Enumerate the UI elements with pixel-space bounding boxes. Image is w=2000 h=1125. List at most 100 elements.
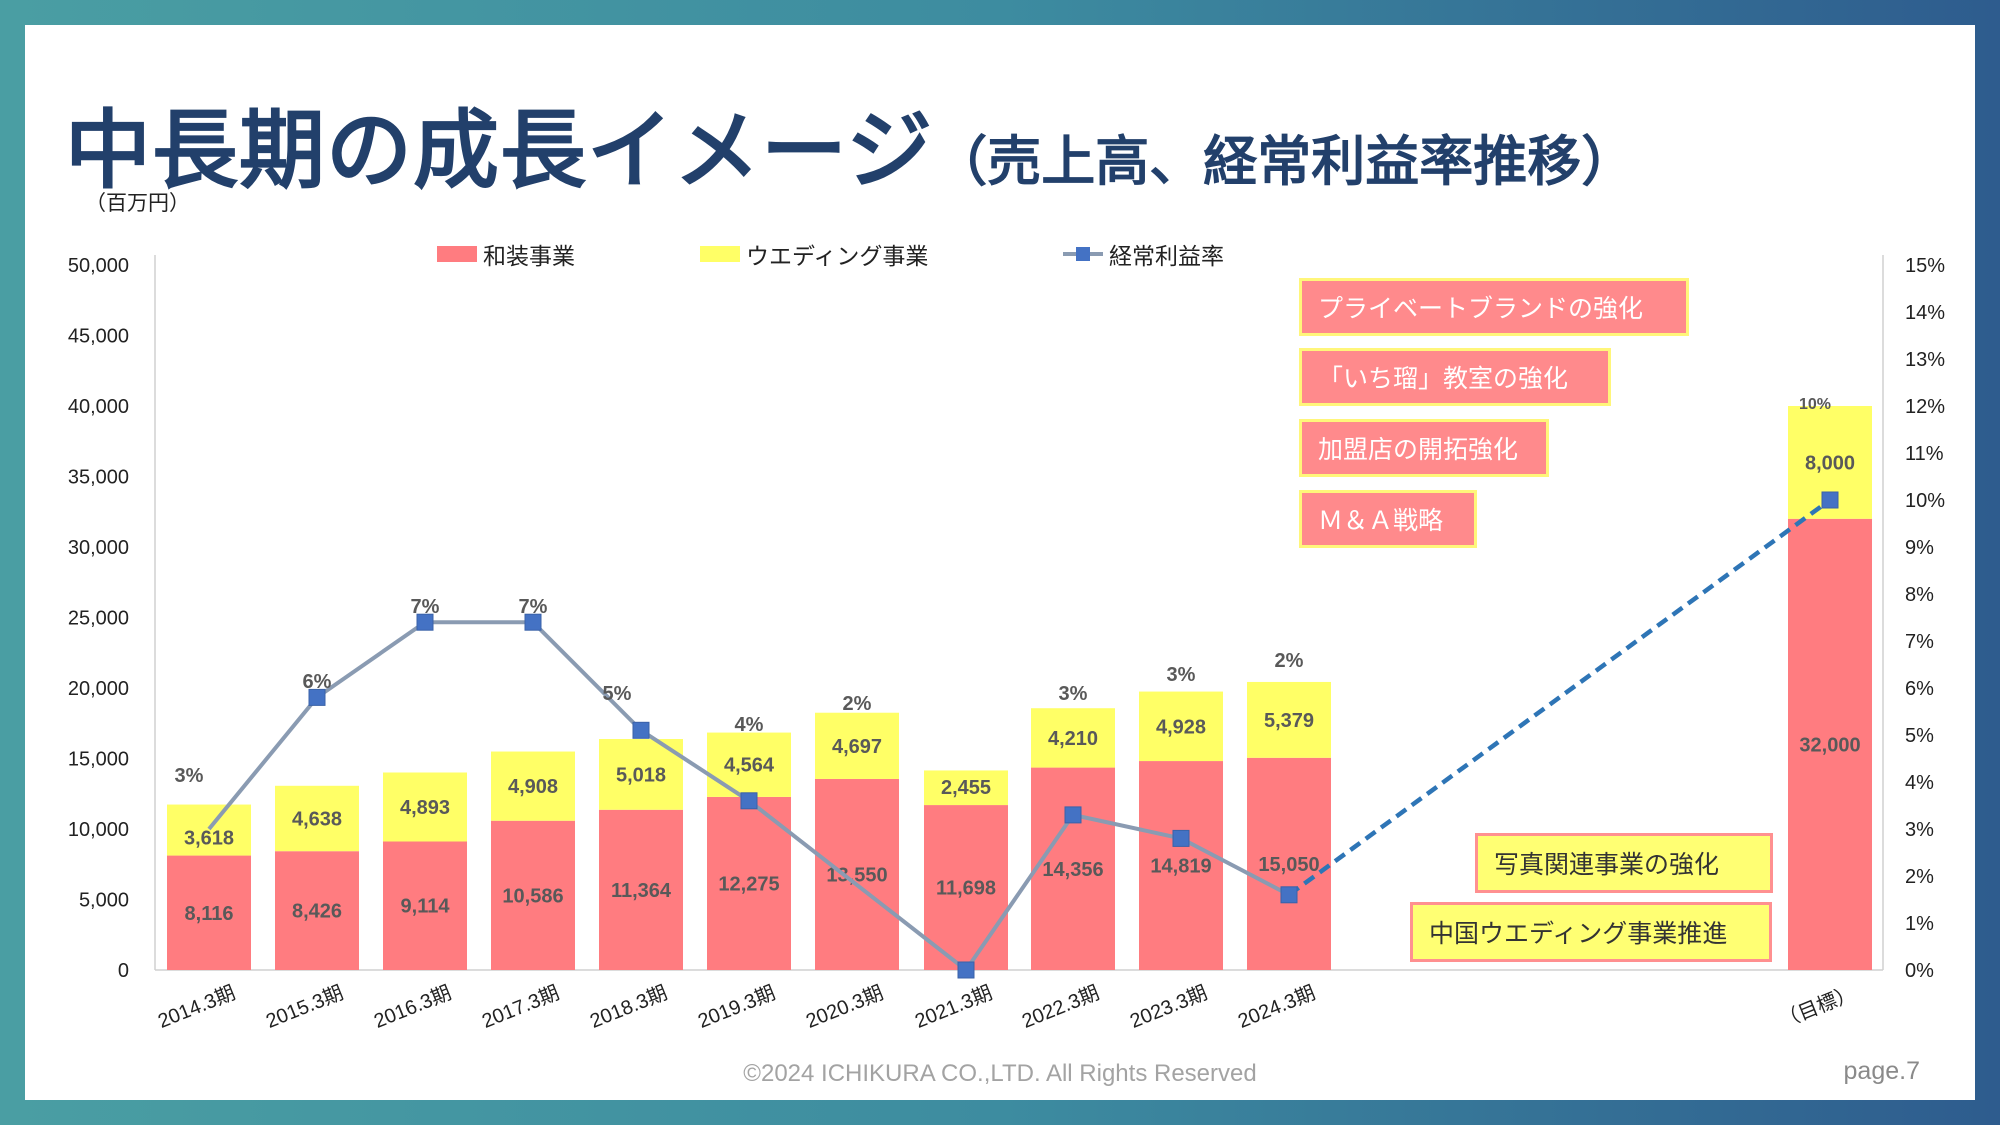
bar-wedding-label: 8,000 (1805, 452, 1855, 474)
y-right-tick-label: 15% (1905, 255, 1945, 277)
legend-wedding-swatch (700, 246, 740, 262)
photo-box-2: 中国ウエディング事業推進 (1410, 902, 1772, 962)
y-right-tick-label: 13% (1905, 349, 1945, 371)
y-right-tick-label: 6% (1905, 678, 1934, 700)
bar-wedding (167, 804, 251, 856)
y-left-tick-label: 20,000 (68, 678, 129, 700)
bar-wedding-label: 4,638 (292, 808, 342, 830)
bar-wasou-label: 10,586 (502, 885, 563, 907)
ratio-label: 7% (411, 596, 440, 618)
y-right-tick-label: 9% (1905, 537, 1934, 559)
bar-wasou (1247, 757, 1331, 970)
y-right-tick-label: 2% (1905, 866, 1934, 888)
bar-wasou (275, 851, 359, 970)
bar-wedding (491, 751, 575, 821)
y-left-tick-label: 5,000 (79, 890, 129, 912)
ratio-label: 2% (843, 693, 872, 715)
y-right-tick-label: 4% (1905, 772, 1934, 794)
x-tick-label: 2023.3期 (1127, 982, 1211, 1033)
y-left-tick-label: 45,000 (68, 326, 129, 348)
y-right-tick-label: 12% (1905, 396, 1945, 418)
ratio-marker (957, 961, 975, 979)
ratio-label: 2% (1275, 650, 1304, 672)
bar-wasou (815, 778, 899, 970)
ratio-label: 3% (1167, 664, 1196, 686)
bar-wedding-label: 2,455 (941, 777, 991, 799)
x-tick-label: 2015.3期 (263, 982, 347, 1033)
y-right-tick-label: 0% (1905, 960, 1934, 982)
x-tick-label: 2014.3期 (155, 982, 239, 1033)
legend-ratio: 経常利益率 (1063, 237, 1224, 271)
y-right-tick-label: 3% (1905, 819, 1934, 841)
bar-wedding (815, 712, 899, 779)
page-number: page.7 (1843, 1057, 1920, 1085)
y-right-tick-label: 14% (1905, 302, 1945, 324)
bar-wedding-label: 4,697 (832, 736, 882, 758)
y-left-tick-label: 25,000 (68, 608, 129, 630)
title-sub: （売上高、経常利益率推移） (933, 130, 1636, 193)
bar-wedding (1247, 681, 1331, 758)
y-left-tick-label: 50,000 (68, 255, 129, 277)
ratio-marker (308, 688, 326, 706)
unit-label: （百万円） (85, 191, 190, 215)
ratio-label: 7% (519, 596, 548, 618)
bar-wasou-label: 15,050 (1258, 854, 1319, 876)
x-tick-label: 2018.3期 (587, 982, 671, 1033)
slide: 中長期の成長イメージ（売上高、経常利益率推移） （百万円） 和装事業 ウエディン… (25, 25, 1975, 1100)
bar-wedding-label: 4,928 (1156, 716, 1206, 738)
bar-wasou-label: 32,000 (1799, 734, 1860, 756)
copyright: ©2024 ICHIKURA CO.,LTD. All Rights Reser… (743, 1060, 1257, 1087)
legend-ratio-swatch (1063, 246, 1103, 262)
bar-wasou-label: 14,819 (1150, 856, 1211, 878)
bar-wedding (275, 785, 359, 852)
bar-wasou-label: 14,356 (1042, 859, 1103, 881)
ratio-label: 3% (175, 765, 204, 787)
y-right-tick-label: 10% (1905, 490, 1945, 512)
y-left-tick-label: 40,000 (68, 396, 129, 418)
bar-wedding-label: 4,564 (724, 755, 775, 777)
y-left-tick-label: 10,000 (68, 819, 129, 841)
ratio-marker (1172, 829, 1190, 847)
bar-wedding-label: 5,018 (616, 764, 666, 786)
ratio-forecast-line (1287, 498, 1832, 897)
ratio-marker (632, 721, 650, 739)
ratio-label: 10% (1799, 396, 1831, 413)
bar-wasou (167, 855, 251, 970)
y-right-tick-label: 5% (1905, 725, 1934, 747)
y-left-tick-label: 15,000 (68, 749, 129, 771)
bar-wasou-label: 8,426 (292, 901, 342, 923)
ratio-marker (524, 613, 542, 631)
legend-wasou-label: 和装事業 (483, 244, 575, 270)
ratio-label: 6% (303, 671, 332, 693)
x-tick-label: 2016.3期 (371, 982, 455, 1033)
x-tick-label: 2024.3期 (1235, 982, 1319, 1033)
bar-wasou (491, 820, 575, 970)
bar-wedding (924, 770, 1008, 806)
bar-wedding (383, 772, 467, 842)
y-left-tick-label: 35,000 (68, 467, 129, 489)
bar-wedding-label: 4,893 (400, 797, 450, 819)
ratio-label: 4% (735, 714, 764, 736)
bar-wasou-label: 8,116 (185, 903, 234, 925)
bar-wasou-label: 12,275 (718, 873, 779, 895)
bar-wasou (707, 796, 791, 970)
bar-wasou-label: 13,550 (826, 864, 887, 886)
bar-wasou (383, 841, 467, 970)
x-tick-label: 2017.3期 (479, 982, 563, 1033)
ratio-label: 5% (603, 683, 632, 705)
x-tick-label: 2020.3期 (803, 982, 887, 1033)
bar-wasou (599, 809, 683, 970)
strategy-box-3: 加盟店の開拓強化 (1299, 419, 1549, 477)
bar-wasou-label: 11,364 (611, 880, 672, 902)
bar-wasou (924, 805, 1008, 970)
bar-wedding-label: 5,379 (1264, 710, 1314, 732)
legend-wedding: ウエディング事業 (700, 237, 928, 271)
y-right-tick-label: 8% (1905, 584, 1934, 606)
legend-wasou-swatch (437, 246, 477, 262)
strategy-box-1: プライベートブランドの強化 (1299, 278, 1689, 336)
bar-wedding-label: 3,618 (184, 828, 234, 850)
ratio-marker (740, 792, 758, 810)
bar-wedding (707, 732, 791, 797)
bar-wasou-label: 9,114 (401, 896, 451, 918)
bar-wasou (1031, 767, 1115, 970)
